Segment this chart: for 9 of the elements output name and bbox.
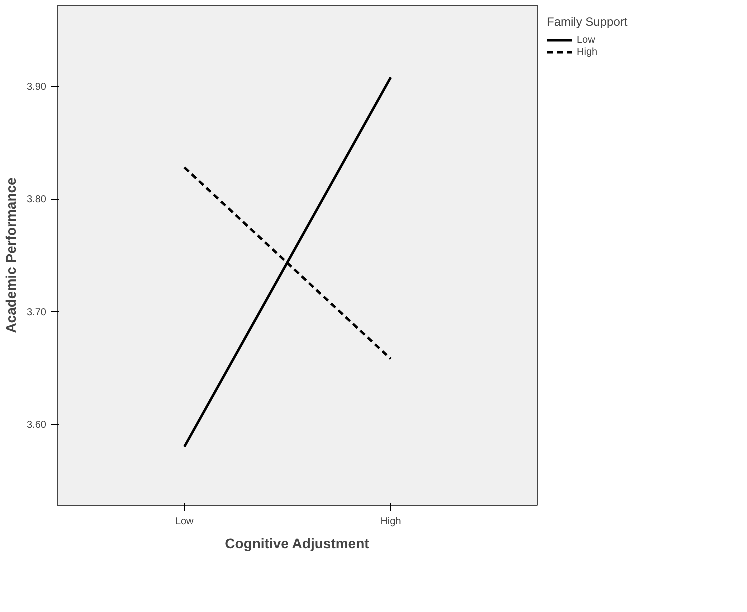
- x-axis-title: Cognitive Adjustment: [225, 536, 370, 552]
- y-tick-label: 3.70: [27, 307, 47, 318]
- legend-label: Low: [577, 34, 596, 46]
- y-tick-label: 3.60: [27, 420, 47, 431]
- y-axis-title: Academic Performance: [3, 177, 20, 334]
- legend-title: Family Support: [547, 15, 628, 29]
- legend-label: High: [577, 46, 598, 58]
- y-tick-label: 3.90: [27, 82, 47, 94]
- y-tick-label: 3.80: [27, 194, 47, 206]
